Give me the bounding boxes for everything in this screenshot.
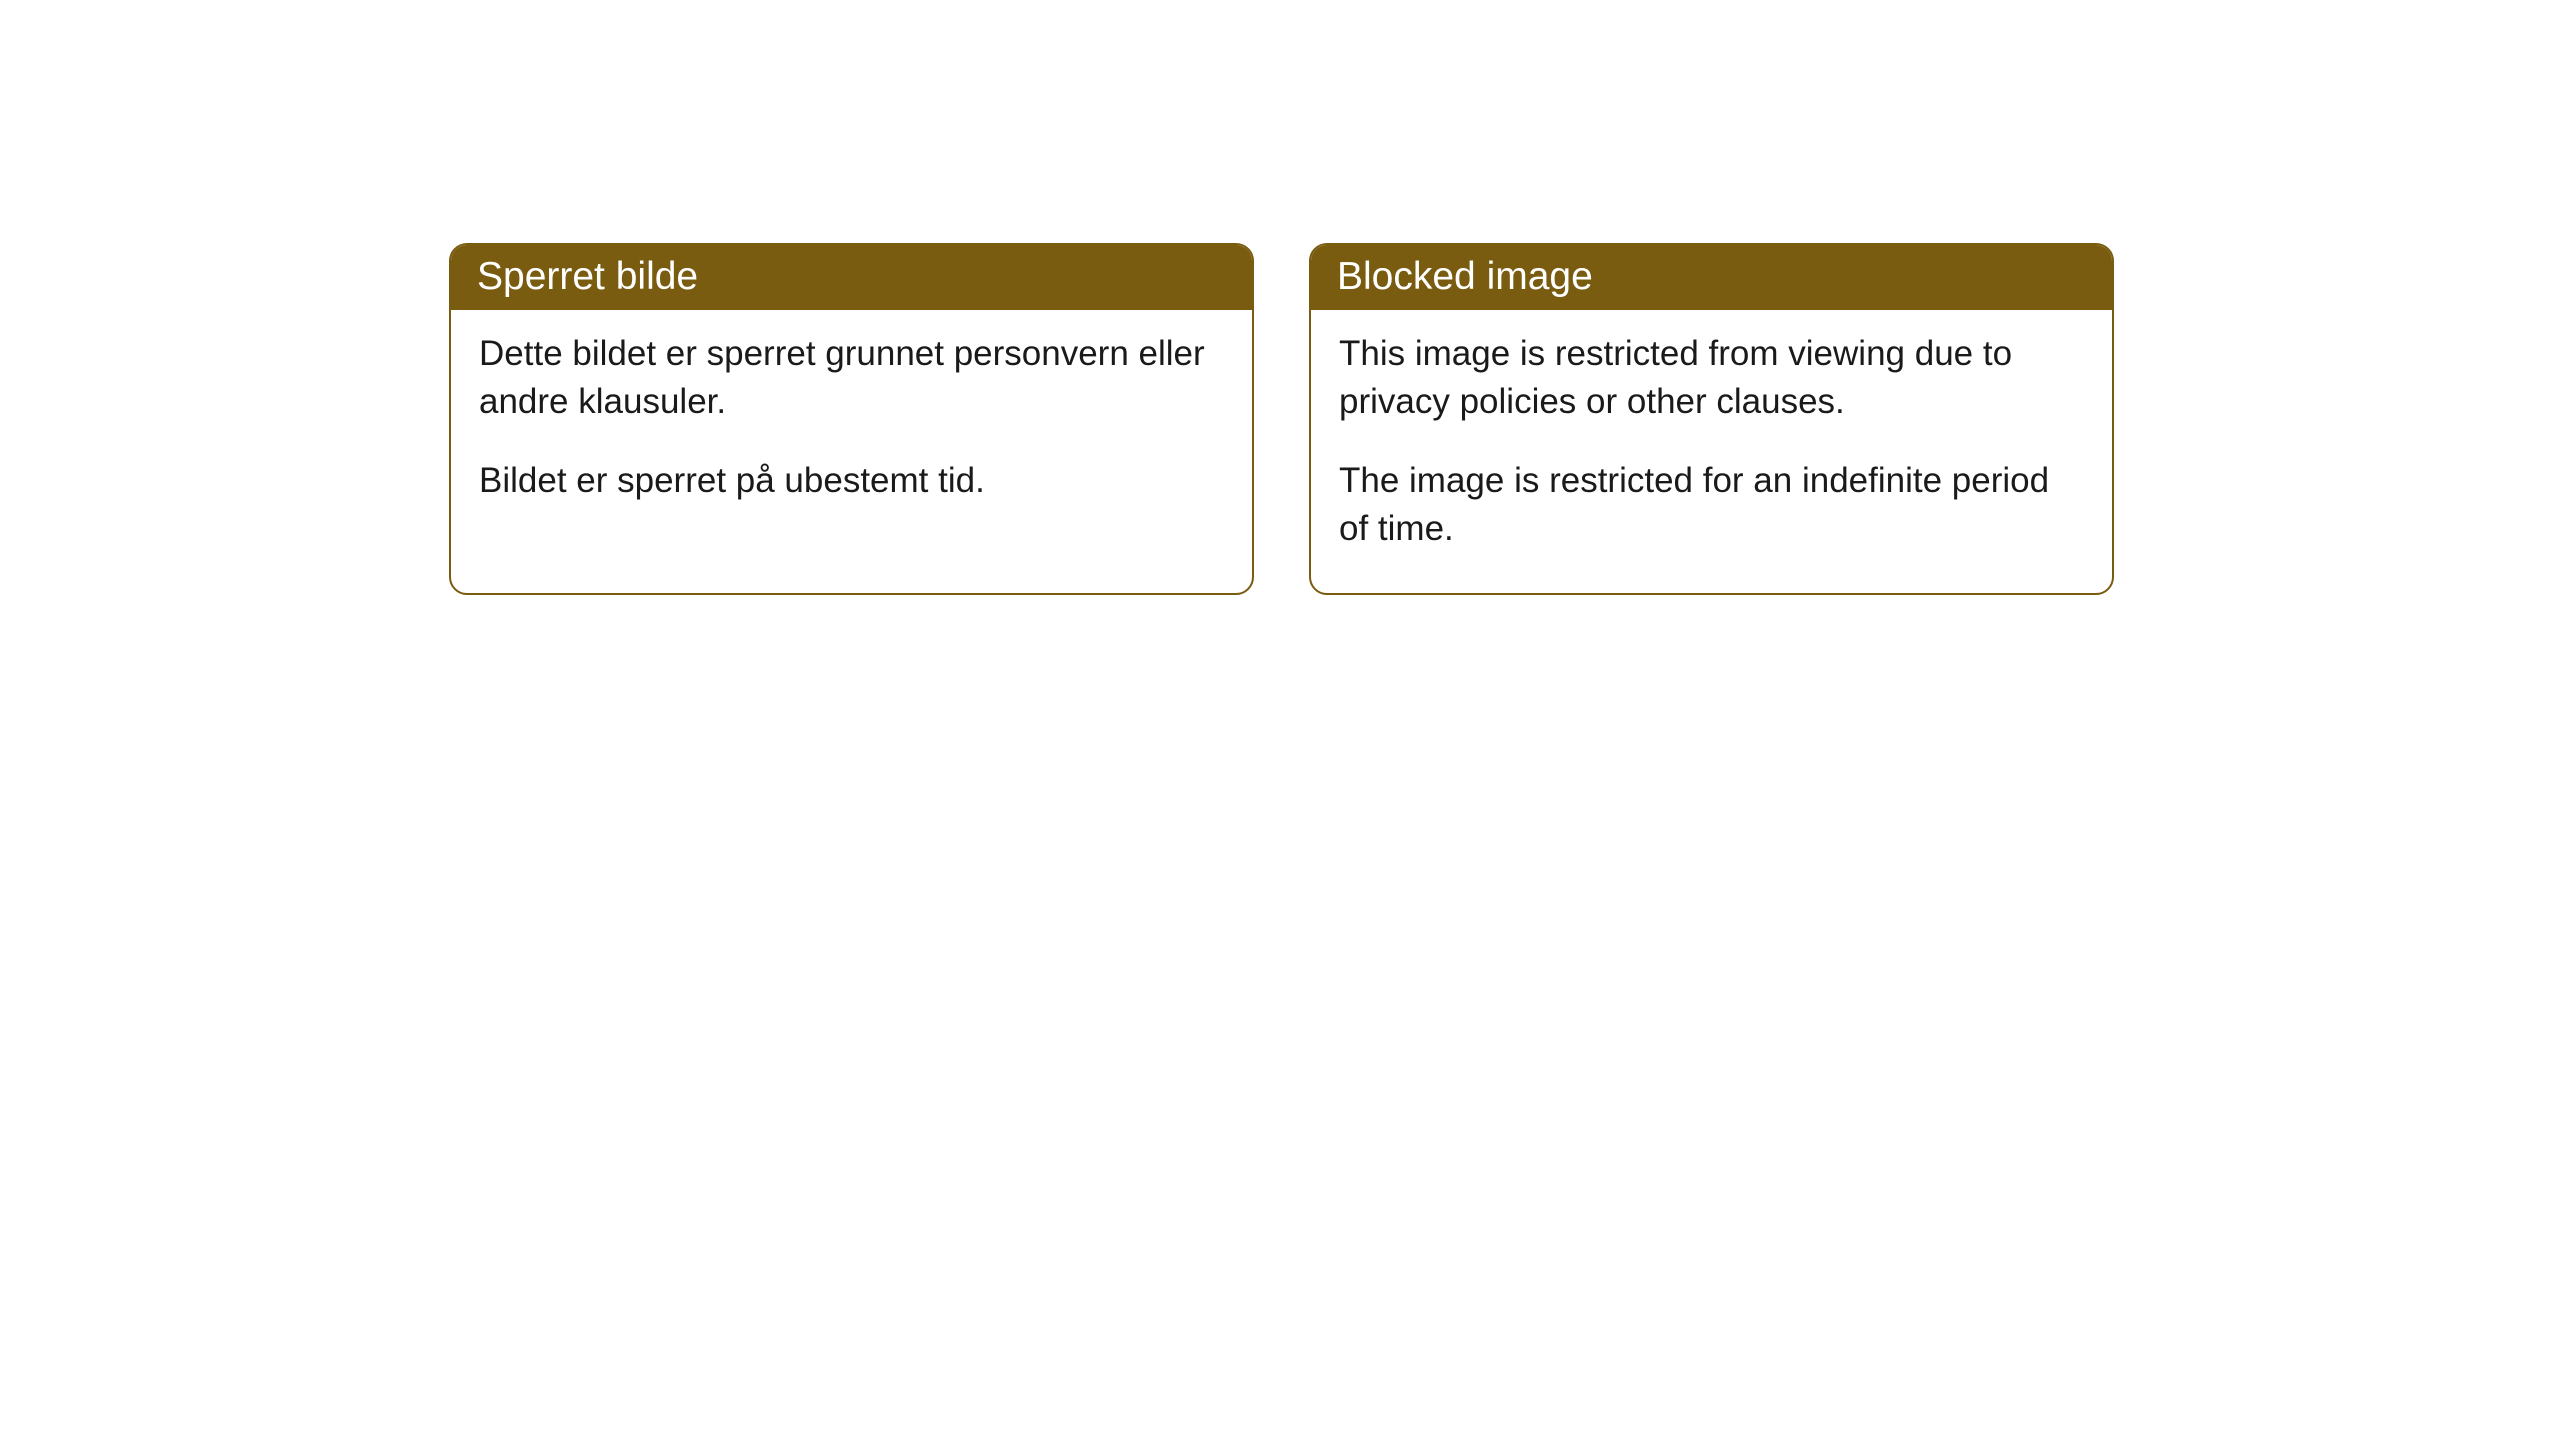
card-header-norwegian: Sperret bilde xyxy=(451,245,1252,310)
card-text-paragraph: Dette bildet er sperret grunnet personve… xyxy=(479,330,1224,427)
card-text-paragraph: This image is restricted from viewing du… xyxy=(1339,330,2084,427)
card-text-paragraph: The image is restricted for an indefinit… xyxy=(1339,457,2084,554)
card-text-paragraph: Bildet er sperret på ubestemt tid. xyxy=(479,457,1224,505)
card-header-english: Blocked image xyxy=(1311,245,2112,310)
notice-card-english: Blocked image This image is restricted f… xyxy=(1309,243,2114,595)
card-body-norwegian: Dette bildet er sperret grunnet personve… xyxy=(451,310,1252,545)
notice-card-norwegian: Sperret bilde Dette bildet er sperret gr… xyxy=(449,243,1254,595)
card-body-english: This image is restricted from viewing du… xyxy=(1311,310,2112,593)
notice-cards-container: Sperret bilde Dette bildet er sperret gr… xyxy=(449,243,2114,595)
